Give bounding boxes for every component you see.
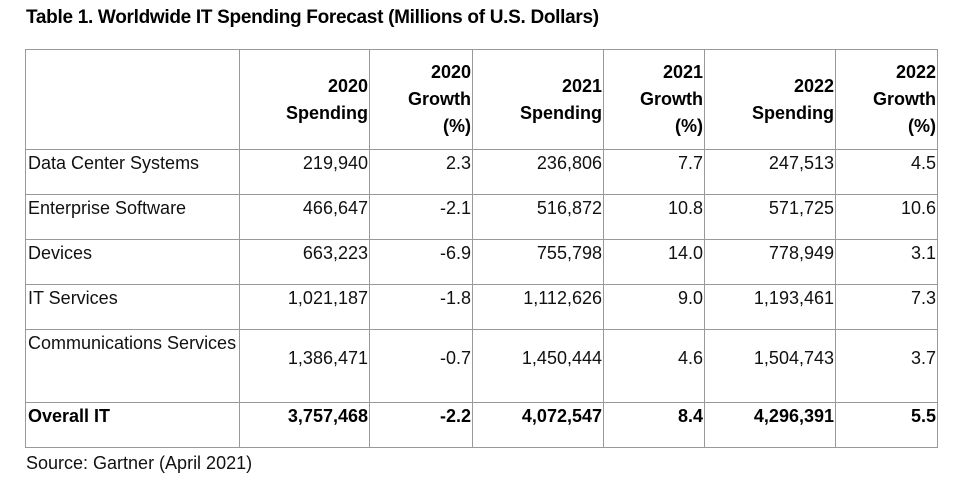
row-label: Communications Services	[25, 329, 240, 403]
cell-2022-spending: 1,504,743	[704, 329, 836, 403]
cell-2020-spending: 1,386,471	[239, 329, 370, 403]
source-note: Source: Gartner (April 2021)	[26, 453, 253, 473]
cell-2020-spending: 466,647	[239, 194, 370, 240]
cell-2022-spending: 571,725	[704, 194, 836, 240]
row-label: Devices	[25, 239, 240, 285]
cell-2021-growth: 9.0	[603, 284, 705, 330]
cell-2021-spending: 236,806	[472, 149, 604, 195]
row-label: Enterprise Software	[25, 194, 240, 240]
cell-2020-growth: -6.9	[369, 239, 473, 285]
cell-2020-spending: 219,940	[239, 149, 370, 195]
table-row: Data Center Systems 219,940 2.3 236,806 …	[25, 149, 938, 195]
cell-2022-spending: 4,296,391	[704, 402, 836, 448]
cell-2020-growth: -1.8	[369, 284, 473, 330]
header-row: 2020 Spending 2020 Growth (%) 2021 Spending …	[25, 49, 938, 150]
cell-2021-growth: 4.6	[603, 329, 705, 403]
cell-2022-growth: 4.5	[835, 149, 938, 195]
cell-2021-growth: 7.7	[603, 149, 705, 195]
cell-2022-spending: 778,949	[704, 239, 836, 285]
cell-2021-spending: 516,872	[472, 194, 604, 240]
cell-2020-growth: -2.1	[369, 194, 473, 240]
cell-2021-spending: 1,450,444	[472, 329, 604, 403]
cell-2020-growth: 2.3	[369, 149, 473, 195]
row-label: Overall IT	[25, 402, 240, 448]
header-2021-spending: 2021 Spending	[472, 49, 604, 150]
cell-2022-growth: 3.1	[835, 239, 938, 285]
cell-2022-growth: 3.7	[835, 329, 938, 403]
header-2021-growth: 2021 Growth (%)	[603, 49, 705, 150]
cell-2021-growth: 8.4	[603, 402, 705, 448]
cell-2020-spending: 3,757,468	[239, 402, 370, 448]
header-2022-spending: 2022 Spending	[704, 49, 836, 150]
cell-2022-spending: 247,513	[704, 149, 836, 195]
row-label: Data Center Systems	[25, 149, 240, 195]
header-2020-growth: 2020 Growth (%)	[369, 49, 473, 150]
row-label: IT Services	[25, 284, 240, 330]
it-spending-table: 2020 Spending 2020 Growth (%) 2021 Spending …	[25, 49, 938, 448]
cell-2021-growth: 14.0	[603, 239, 705, 285]
header-2022-growth: 2022 Growth (%)	[835, 49, 938, 150]
cell-2022-growth: 10.6	[835, 194, 938, 240]
table-row: Communications Services 1,386,471 -0.7 1…	[25, 329, 938, 403]
cell-2021-growth: 10.8	[603, 194, 705, 240]
header-2020-spending: 2020 Spending	[239, 49, 370, 150]
total-row: Overall IT 3,757,468 -2.2 4,072,547 8.4 …	[25, 402, 938, 448]
cell-2021-spending: 755,798	[472, 239, 604, 285]
table-row: Enterprise Software 466,647 -2.1 516,872…	[25, 194, 938, 240]
table-title: Table 1. Worldwide IT Spending Forecast …	[26, 7, 599, 28]
cell-2020-spending: 663,223	[239, 239, 370, 285]
cell-2022-growth: 5.5	[835, 402, 938, 448]
cell-2020-growth: -2.2	[369, 402, 473, 448]
cell-2021-spending: 1,112,626	[472, 284, 604, 330]
cell-2020-growth: -0.7	[369, 329, 473, 403]
table-row: Devices 663,223 -6.9 755,798 14.0 778,94…	[25, 239, 938, 285]
cell-2021-spending: 4,072,547	[472, 402, 604, 448]
cell-2022-growth: 7.3	[835, 284, 938, 330]
cell-2022-spending: 1,193,461	[704, 284, 836, 330]
cell-2020-spending: 1,021,187	[239, 284, 370, 330]
header-empty	[25, 49, 240, 150]
table-row: IT Services 1,021,187 -1.8 1,112,626 9.0…	[25, 284, 938, 330]
